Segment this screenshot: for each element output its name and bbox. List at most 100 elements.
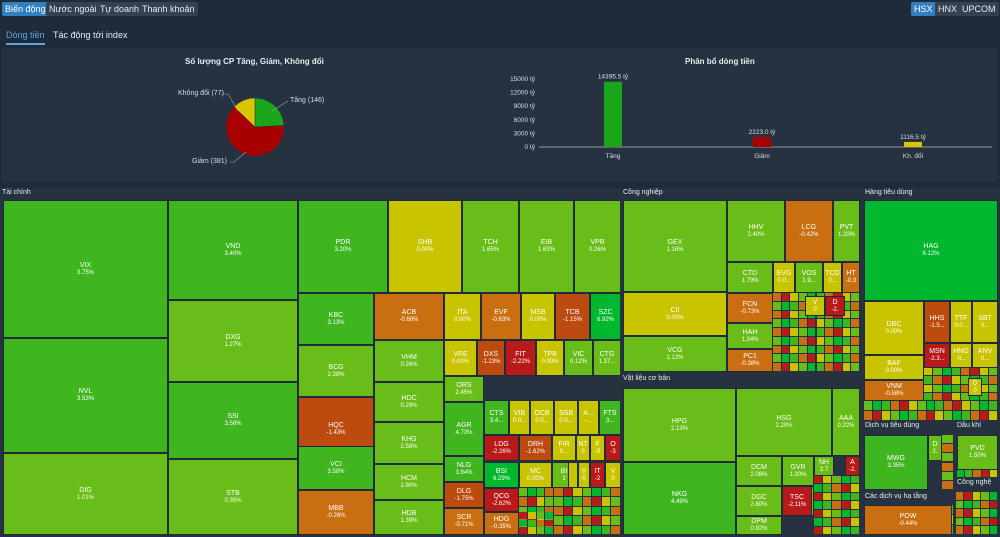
stock-tile[interactable]: SCR -0.71% [444,508,484,535]
stock-tile[interactable]: SSI 3.56% [168,382,298,459]
stock-tile[interactable]: KBC 3.13% [298,293,374,345]
stock-tile[interactable]: HAG 6.12% [864,200,998,301]
stock-tile[interactable]: TCH 1.65% [462,200,519,293]
stock-tile[interactable]: O -3 [605,435,621,461]
stock-tile[interactable]: PVT 1.20% [833,200,860,262]
stock-tile[interactable]: CII 0.00% [623,292,727,336]
stock-tile[interactable]: EVF -0.63% [481,293,521,340]
stock-tile[interactable]: TTF 0.0... [950,301,972,343]
stock-tile[interactable]: TPB 0.00% [536,340,564,376]
stock-tile[interactable]: VOS 1.9... [795,262,823,293]
stock-tile[interactable]: ITA 0.00% [444,293,481,340]
stock-tile[interactable]: AAA 0.22% [832,388,860,456]
stock-tile[interactable]: D -2. [825,296,845,316]
stock-tile[interactable]: VND 3.40% [168,200,298,300]
stock-tile[interactable]: DXG 1.27% [168,300,298,382]
exchange-upcom[interactable]: UPCOM [959,2,999,16]
stock-tile[interactable]: HHS -1.5... [924,301,950,343]
stock-tile[interactable]: SHB 0.00% [388,200,462,293]
stock-tile[interactable]: VPB 0.26% [574,200,621,293]
stock-tile[interactable]: VHM 0.26% [374,340,444,382]
stock-tile[interactable]: HNG -0... [950,343,972,368]
stock-tile[interactable]: NVL 3.53% [3,338,168,453]
stock-tile[interactable]: HAH 1.34% [727,323,773,349]
stock-tile[interactable]: HDC 0.29% [374,382,444,422]
stock-tile[interactable]: FIR 0... [552,435,576,461]
stock-tile[interactable]: FIT -2.22% [505,340,536,376]
stock-tile[interactable]: GEX 1.16% [623,200,727,292]
stock-tile[interactable]: LCG -0.42% [785,200,833,262]
stock-tile[interactable]: FCN -0.73% [727,293,773,323]
stock-tile[interactable]: QCG -2.62% [484,488,519,512]
stock-tile[interactable]: LDG -2.26% [484,435,519,461]
stock-tile[interactable]: D 2. [928,435,942,461]
stock-tile[interactable]: MC 0.00% [519,462,552,488]
bar-2[interactable] [904,141,922,147]
stock-tile[interactable]: ANV 0... [972,343,998,368]
subtab-tac-dong[interactable]: Tác động tới index [53,30,128,40]
stock-tile[interactable]: VNM -0.58% [864,380,924,401]
stock-tile[interactable]: KHG 2.58% [374,422,444,464]
stock-tile[interactable] [568,462,578,488]
stock-tile[interactable]: PDR 3.20% [298,200,388,293]
stock-tile[interactable]: NKG 4.49% [623,462,736,535]
stock-tile[interactable]: MBB -0.26% [298,490,374,535]
pie-slice-2[interactable] [233,97,256,128]
stock-tile[interactable]: ORS 2.45% [444,376,484,402]
stock-tile[interactable]: DGC 2.80% [736,486,782,516]
exchange-hsx[interactable]: HSX [911,2,936,16]
stock-tile[interactable]: DLG -1.75% [444,482,484,508]
stock-tile[interactable]: AGR 4.73% [444,402,484,456]
stock-tile[interactable]: VCG 1.12% [623,336,727,372]
stock-tile[interactable]: SZC 6.92% [590,293,621,340]
stock-tile[interactable]: HT -0.3 [842,262,860,293]
tab-thanh-khoan[interactable]: Thanh khoản [139,2,198,16]
stock-tile[interactable]: FTS 3... [599,400,621,435]
stock-tile[interactable]: BSI 6.29% [484,462,519,488]
stock-tile[interactable]: CTS 3.4... [484,400,509,435]
stock-tile[interactable]: HCM 2.80% [374,464,444,500]
pie-slice-0[interactable] [254,97,285,128]
stock-tile[interactable]: VIX 3.75% [3,200,168,338]
bar-0[interactable] [604,81,622,147]
stock-tile[interactable]: A... -... [578,400,599,435]
stock-tile[interactable]: CTD 1.79% [727,262,773,293]
stock-tile[interactable]: VCI 3.58% [298,446,374,490]
stock-tile[interactable]: IT -2 [590,462,605,488]
stock-tile[interactable]: SBT 0... [972,301,998,343]
stock-tile[interactable]: HDB 1.39% [374,500,444,535]
stock-tile[interactable]: TSC -2.11% [782,486,812,516]
stock-tile[interactable]: DPM 0.92% [736,516,782,535]
subtab-dong-tien[interactable]: Dòng tiền [6,30,45,45]
exchange-hnx[interactable]: HNX [935,2,961,16]
stock-tile[interactable]: VIB 0.0... [509,400,530,435]
stock-tile[interactable]: DRH -1.62% [519,435,552,461]
pie-slice-1[interactable] [225,106,285,157]
stock-tile[interactable]: TCD 0... [823,262,842,293]
stock-tile[interactable]: CTG 1.37... [593,340,621,376]
stock-tile[interactable]: VRE 0.00% [444,340,477,376]
stock-tile[interactable]: BCG 2.38% [298,345,374,397]
stock-tile[interactable]: STB 0.35% [168,459,298,535]
stock-tile[interactable]: EIB 1.63% [519,200,574,293]
bar-1[interactable] [753,136,771,147]
stock-tile[interactable]: MSN -2.3... [924,343,950,368]
stock-tile[interactable]: DIG 1.01% [3,453,168,535]
stock-tile[interactable]: MWG 3.35% [864,435,928,490]
stock-tile[interactable]: BAF 0.00% [864,355,924,380]
stock-tile[interactable]: DBC 0.00% [864,301,924,355]
stock-tile[interactable]: HPG 2.13% [623,388,736,462]
tab-tu-doanh[interactable]: Tự doanh [97,2,143,16]
stock-tile[interactable]: HDG -0.35% [484,512,519,535]
stock-tile[interactable]: HHV 2.40% [727,200,785,262]
stock-tile[interactable]: ACB -0.68% [374,293,444,340]
stock-tile[interactable]: HSG 2.20% [736,388,832,456]
stock-tile[interactable]: A -2. [845,456,860,476]
stock-tile[interactable]: DCM 2.08% [736,456,782,486]
stock-tile[interactable]: NH 2.7 [814,456,834,476]
stock-tile[interactable]: MSB 0.00% [521,293,555,340]
